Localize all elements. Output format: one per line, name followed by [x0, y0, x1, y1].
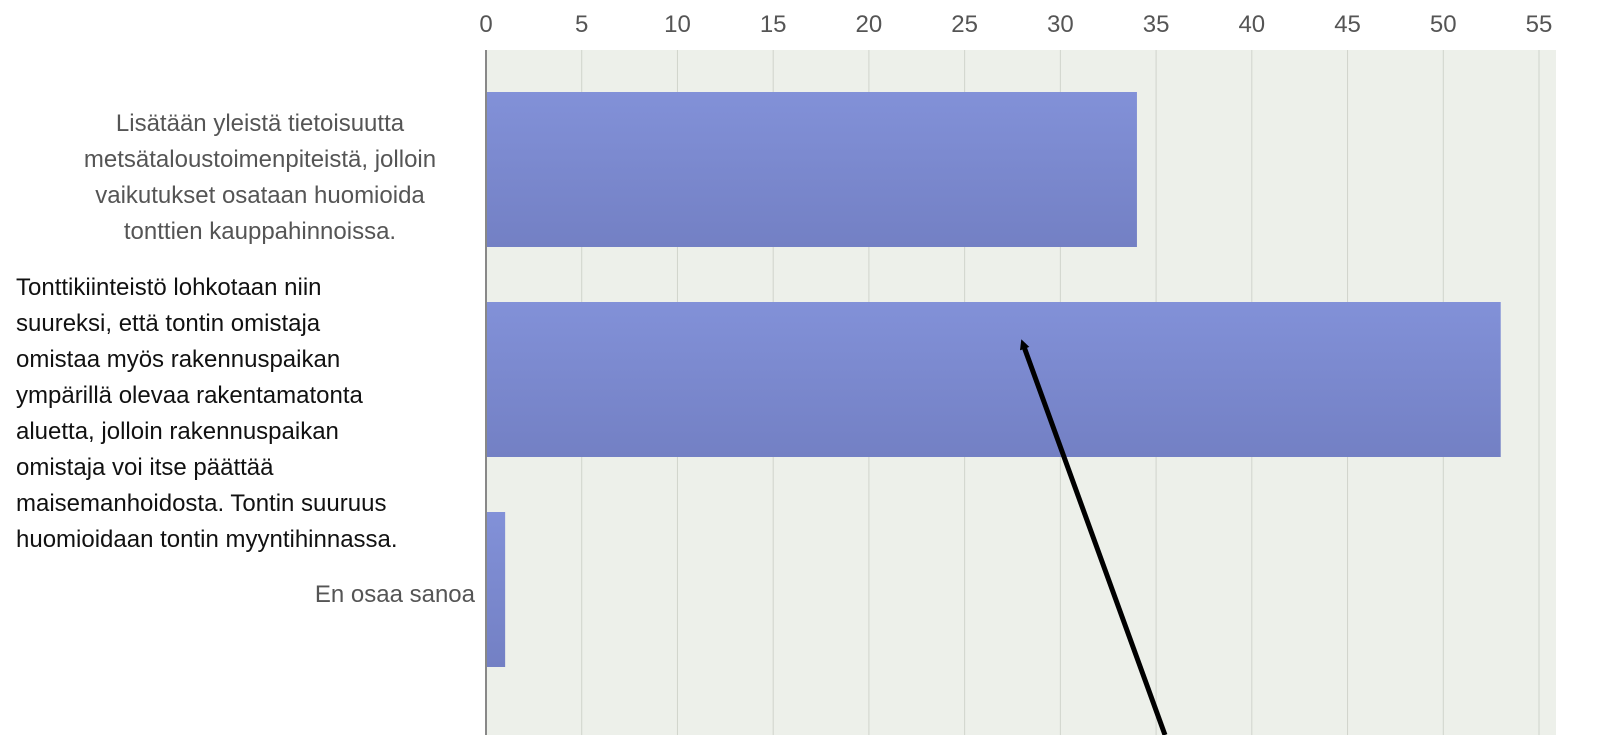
x-tick-label: 20 — [856, 11, 883, 38]
x-tick-label: 25 — [951, 11, 978, 38]
category-label: Tonttikiinteistö lohkotaan niin suureksi… — [16, 270, 486, 558]
category-label: Lisätään yleistä tietoisuutta metsätalou… — [40, 106, 480, 250]
x-axis-ticks: 0 5 10 15 20 25 30 35 40 45 50 55 — [479, 11, 1552, 38]
x-tick-label: 5 — [575, 11, 588, 38]
x-tick-label: 55 — [1526, 11, 1553, 38]
x-tick-label: 10 — [664, 11, 691, 38]
x-tick-label: 35 — [1143, 11, 1170, 38]
x-tick-label: 40 — [1238, 11, 1265, 38]
x-tick-label: 50 — [1430, 11, 1457, 38]
bar — [487, 92, 1137, 247]
x-tick-label: 45 — [1334, 11, 1361, 38]
bar — [487, 302, 1501, 457]
bar — [487, 512, 505, 667]
category-label: En osaa sanoa — [230, 577, 475, 613]
x-tick-label: 15 — [760, 11, 787, 38]
x-tick-label: 30 — [1047, 11, 1074, 38]
x-tick-label: 0 — [479, 11, 492, 38]
